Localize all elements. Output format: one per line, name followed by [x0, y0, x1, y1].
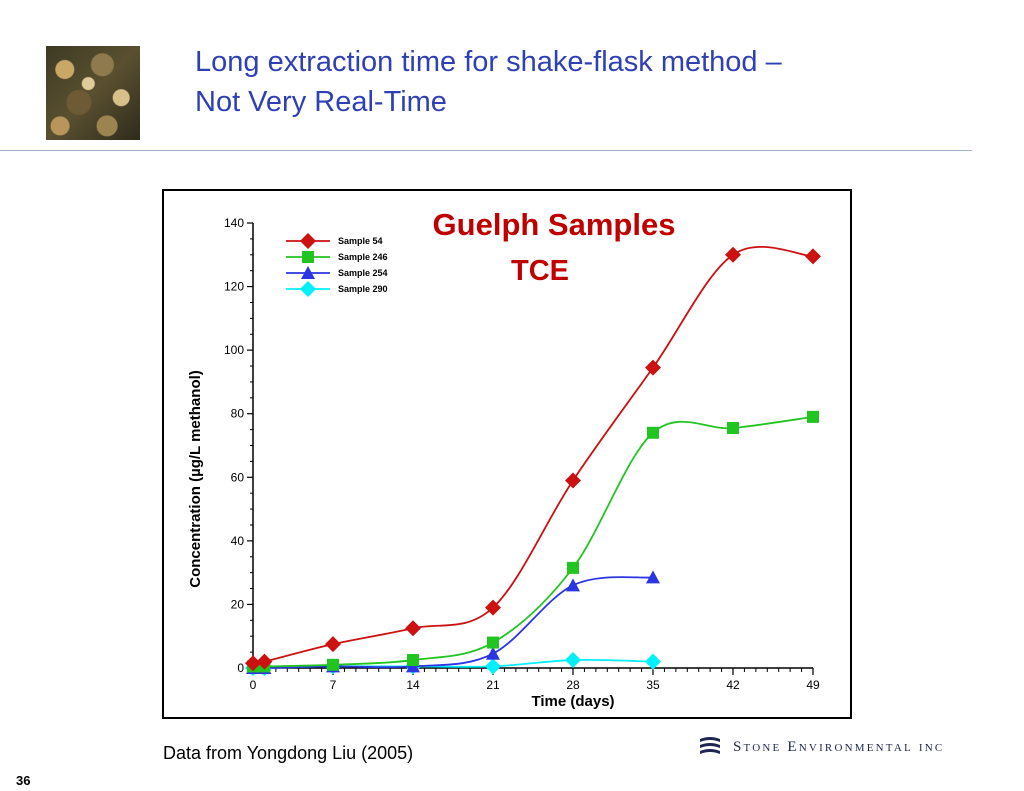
legend-label: Sample 254	[338, 268, 388, 278]
data-point	[327, 658, 339, 671]
data-point	[645, 653, 661, 670]
slide-title-line1: Long extraction time for shake-flask met…	[195, 46, 782, 78]
y-tick-label: 80	[231, 407, 245, 421]
data-point	[727, 422, 739, 435]
data-point	[566, 578, 580, 592]
y-tick-label: 60	[231, 470, 245, 484]
axes: 0 20 40 60 80 100 120 140 0 7 14 21 28 35 42 49	[224, 216, 820, 692]
data-point	[407, 654, 419, 667]
chart-subtitle: TCE	[511, 255, 569, 287]
y-tick-label: 100	[224, 343, 244, 357]
y-axis-label: Concentration (µg/L methanol)	[187, 370, 204, 588]
data-source-note: Data from Yongdong Liu (2005)	[163, 743, 414, 763]
legend: Sample 54 Sample 246 Sample 254 Sample 290	[286, 233, 388, 297]
data-point	[486, 646, 500, 660]
x-axis-label: Time (days)	[531, 693, 614, 710]
data-point	[725, 246, 741, 263]
series-line	[252, 246, 814, 665]
data-point	[807, 410, 819, 423]
title-divider	[0, 150, 972, 151]
data-point	[567, 561, 579, 574]
line-chart: Guelph Samples TCE Time (days) Concentra…	[187, 207, 821, 710]
data-point	[645, 359, 661, 376]
company-name: Stone Environmental inc	[733, 738, 945, 755]
data-point	[565, 472, 581, 489]
legend-marker	[300, 233, 316, 249]
page-number: 36	[16, 773, 31, 788]
slide-title: Long extraction time for shake-flask met…	[195, 42, 975, 122]
x-tick-label: 21	[486, 678, 500, 692]
legend-marker	[300, 281, 316, 297]
y-tick-label: 20	[231, 597, 245, 611]
y-tick-label: 0	[237, 661, 244, 675]
data-point	[647, 426, 659, 439]
x-tick-label: 7	[330, 678, 337, 692]
data-point	[646, 570, 660, 584]
data-point	[565, 652, 581, 669]
legend-label: Sample 54	[338, 236, 383, 246]
river-stones-photo	[46, 46, 140, 140]
legend-label: Sample 290	[338, 284, 388, 294]
series-layer	[245, 246, 821, 676]
x-tick-label: 28	[566, 678, 580, 692]
chart-frame	[162, 189, 852, 719]
legend-marker	[302, 251, 314, 263]
series-line	[252, 576, 654, 670]
x-tick-label: 14	[406, 678, 420, 692]
data-point	[805, 248, 821, 265]
chart-title: Guelph Samples	[433, 207, 676, 242]
y-tick-label: 120	[224, 280, 244, 294]
data-point	[325, 636, 341, 653]
stone-logo-icon	[700, 737, 720, 754]
x-tick-label: 0	[250, 678, 257, 692]
data-point	[256, 653, 273, 670]
x-tick-label: 42	[726, 678, 740, 692]
data-point	[485, 658, 501, 675]
data-point	[405, 620, 421, 637]
y-tick-label: 40	[231, 534, 245, 548]
data-point	[485, 599, 501, 616]
data-point	[487, 636, 499, 649]
data-point	[245, 655, 261, 672]
company-logo: Stone Environmental inc	[697, 735, 944, 759]
x-tick-label: 49	[806, 678, 820, 692]
series-line	[252, 416, 814, 668]
x-tick-label: 35	[646, 678, 660, 692]
legend-marker	[301, 266, 315, 279]
legend-label: Sample 246	[338, 252, 388, 262]
y-tick-label: 140	[224, 216, 244, 230]
slide-title-line2: Not Very Real-Time	[195, 86, 447, 118]
